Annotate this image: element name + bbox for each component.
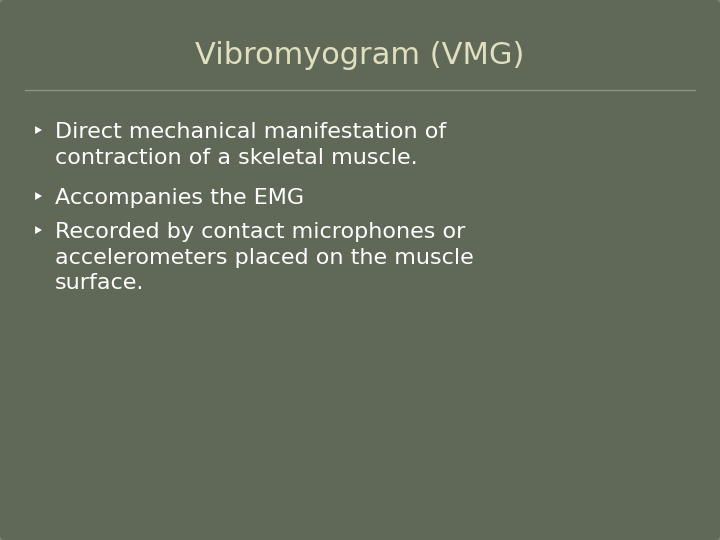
Text: Accompanies the EMG: Accompanies the EMG	[55, 188, 304, 208]
Text: ‣: ‣	[32, 122, 44, 142]
Text: Vibromyogram (VMG): Vibromyogram (VMG)	[195, 40, 525, 70]
Text: ‣: ‣	[32, 188, 44, 208]
Text: Direct mechanical manifestation of
contraction of a skeletal muscle.: Direct mechanical manifestation of contr…	[55, 122, 446, 167]
Text: Recorded by contact microphones or
accelerometers placed on the muscle
surface.: Recorded by contact microphones or accel…	[55, 222, 474, 293]
Text: ‣: ‣	[32, 222, 44, 242]
